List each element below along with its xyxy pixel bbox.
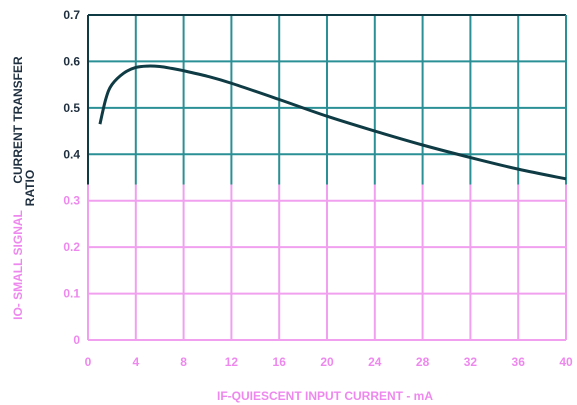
y-tick-0.3: 0.3 <box>63 194 80 208</box>
x-tick-32: 32 <box>464 355 478 369</box>
y-axis-title-top: CURRENT TRANSFER <box>11 56 25 184</box>
x-tick-20: 20 <box>320 355 334 369</box>
x-tick-4: 4 <box>132 355 139 369</box>
svg-text:RATIO: RATIO <box>23 170 37 206</box>
y-tick-0.6: 0.6 <box>63 54 80 68</box>
x-tick-28: 28 <box>416 355 430 369</box>
y-tick-0.1: 0.1 <box>63 287 80 301</box>
y-tick-0.7: 0.7 <box>63 8 80 22</box>
x-tick-8: 8 <box>180 355 187 369</box>
x-tick-12: 12 <box>225 355 239 369</box>
x-tick-36: 36 <box>512 355 526 369</box>
y-tick-0.4: 0.4 <box>63 147 80 161</box>
y-tick-labels: 0 0.1 0.2 0.3 0.4 0.5 0.6 0.7 <box>63 8 80 347</box>
y-axis-title-ratio: RATIO <box>23 170 37 206</box>
grid <box>87 14 567 341</box>
x-tick-24: 24 <box>368 355 382 369</box>
x-tick-labels: 0 4 8 12 16 20 24 28 32 36 40 <box>85 355 573 369</box>
y-tick-0.2: 0.2 <box>63 240 80 254</box>
plot-frame <box>87 14 567 341</box>
svg-text:CURRENT TRANSFER: CURRENT TRANSFER <box>11 56 25 184</box>
x-axis-title: IF-QUIESCENT INPUT CURRENT - mA <box>217 389 433 403</box>
ctr-curve <box>98 64 567 181</box>
x-tick-40: 40 <box>559 355 573 369</box>
x-tick-16: 16 <box>273 355 287 369</box>
x-tick-0: 0 <box>85 355 92 369</box>
svg-text:IO- SMALL SIGNAL: IO- SMALL SIGNAL <box>11 210 25 320</box>
y-tick-0: 0 <box>73 333 80 347</box>
y-tick-0.5: 0.5 <box>63 101 80 115</box>
y-axis-title-bottom: IO- SMALL SIGNAL <box>11 210 25 320</box>
